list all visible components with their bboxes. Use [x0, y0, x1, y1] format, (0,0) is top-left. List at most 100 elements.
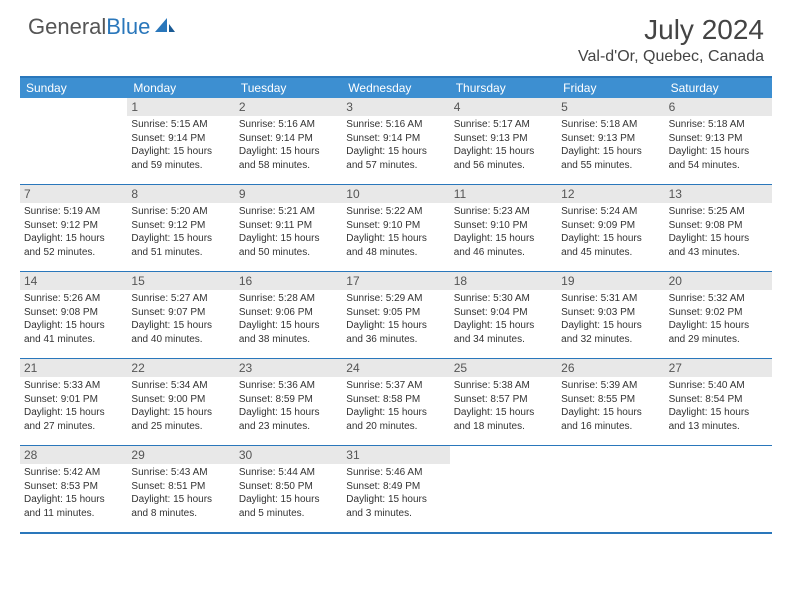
sunrise-text: Sunrise: 5:27 AM [131, 292, 230, 306]
sunset-text: Sunset: 8:59 PM [239, 393, 338, 407]
sunrise-text: Sunrise: 5:16 AM [239, 118, 338, 132]
sunrise-text: Sunrise: 5:39 AM [561, 379, 660, 393]
sunrise-text: Sunrise: 5:29 AM [346, 292, 445, 306]
day-number: 18 [450, 272, 557, 290]
daylight-text: Daylight: 15 hours and 25 minutes. [131, 406, 230, 433]
day-number: 4 [450, 98, 557, 116]
daylight-text: Daylight: 15 hours and 34 minutes. [454, 319, 553, 346]
sunrise-text: Sunrise: 5:30 AM [454, 292, 553, 306]
daylight-text: Daylight: 15 hours and 11 minutes. [24, 493, 123, 520]
calendar-cell: 22Sunrise: 5:34 AMSunset: 9:00 PMDayligh… [127, 359, 234, 445]
daylight-text: Daylight: 15 hours and 46 minutes. [454, 232, 553, 259]
day-number: 3 [342, 98, 449, 116]
day-header-cell: Sunday [20, 78, 127, 98]
sunrise-text: Sunrise: 5:38 AM [454, 379, 553, 393]
daylight-text: Daylight: 15 hours and 5 minutes. [239, 493, 338, 520]
daylight-text: Daylight: 15 hours and 13 minutes. [669, 406, 768, 433]
sunset-text: Sunset: 9:13 PM [561, 132, 660, 146]
daylight-text: Daylight: 15 hours and 23 minutes. [239, 406, 338, 433]
calendar-week: 28Sunrise: 5:42 AMSunset: 8:53 PMDayligh… [20, 446, 772, 534]
sunrise-text: Sunrise: 5:33 AM [24, 379, 123, 393]
sunrise-text: Sunrise: 5:42 AM [24, 466, 123, 480]
calendar-cell: 7Sunrise: 5:19 AMSunset: 9:12 PMDaylight… [20, 185, 127, 271]
daylight-text: Daylight: 15 hours and 57 minutes. [346, 145, 445, 172]
calendar-cell: 5Sunrise: 5:18 AMSunset: 9:13 PMDaylight… [557, 98, 664, 184]
daylight-text: Daylight: 15 hours and 27 minutes. [24, 406, 123, 433]
calendar-cell: 24Sunrise: 5:37 AMSunset: 8:58 PMDayligh… [342, 359, 449, 445]
day-number: 16 [235, 272, 342, 290]
sunrise-text: Sunrise: 5:18 AM [561, 118, 660, 132]
day-header-row: Sunday Monday Tuesday Wednesday Thursday… [20, 78, 772, 98]
daylight-text: Daylight: 15 hours and 20 minutes. [346, 406, 445, 433]
calendar-cell: 27Sunrise: 5:40 AMSunset: 8:54 PMDayligh… [665, 359, 772, 445]
day-header-cell: Thursday [450, 78, 557, 98]
sunrise-text: Sunrise: 5:46 AM [346, 466, 445, 480]
calendar-cell: 15Sunrise: 5:27 AMSunset: 9:07 PMDayligh… [127, 272, 234, 358]
day-number: 20 [665, 272, 772, 290]
calendar-cell: 6Sunrise: 5:18 AMSunset: 9:13 PMDaylight… [665, 98, 772, 184]
sunrise-text: Sunrise: 5:15 AM [131, 118, 230, 132]
day-number [450, 446, 557, 448]
daylight-text: Daylight: 15 hours and 48 minutes. [346, 232, 445, 259]
calendar-cell [557, 446, 664, 532]
day-number: 17 [342, 272, 449, 290]
calendar-cell: 14Sunrise: 5:26 AMSunset: 9:08 PMDayligh… [20, 272, 127, 358]
month-title: July 2024 [578, 14, 764, 46]
calendar-cell: 2Sunrise: 5:16 AMSunset: 9:14 PMDaylight… [235, 98, 342, 184]
daylight-text: Daylight: 15 hours and 51 minutes. [131, 232, 230, 259]
calendar-cell: 3Sunrise: 5:16 AMSunset: 9:14 PMDaylight… [342, 98, 449, 184]
day-header-cell: Saturday [665, 78, 772, 98]
day-number: 21 [20, 359, 127, 377]
sunset-text: Sunset: 9:12 PM [24, 219, 123, 233]
daylight-text: Daylight: 15 hours and 32 minutes. [561, 319, 660, 346]
sunset-text: Sunset: 9:08 PM [24, 306, 123, 320]
daylight-text: Daylight: 15 hours and 38 minutes. [239, 319, 338, 346]
day-number: 23 [235, 359, 342, 377]
day-number: 22 [127, 359, 234, 377]
daylight-text: Daylight: 15 hours and 29 minutes. [669, 319, 768, 346]
calendar-cell: 13Sunrise: 5:25 AMSunset: 9:08 PMDayligh… [665, 185, 772, 271]
calendar-cell: 19Sunrise: 5:31 AMSunset: 9:03 PMDayligh… [557, 272, 664, 358]
sunset-text: Sunset: 8:50 PM [239, 480, 338, 494]
daylight-text: Daylight: 15 hours and 56 minutes. [454, 145, 553, 172]
sunset-text: Sunset: 9:06 PM [239, 306, 338, 320]
sunrise-text: Sunrise: 5:44 AM [239, 466, 338, 480]
calendar-cell: 29Sunrise: 5:43 AMSunset: 8:51 PMDayligh… [127, 446, 234, 532]
daylight-text: Daylight: 15 hours and 16 minutes. [561, 406, 660, 433]
calendar-cell [665, 446, 772, 532]
sunrise-text: Sunrise: 5:36 AM [239, 379, 338, 393]
day-number: 30 [235, 446, 342, 464]
sunrise-text: Sunrise: 5:21 AM [239, 205, 338, 219]
sunset-text: Sunset: 8:55 PM [561, 393, 660, 407]
calendar-week: 7Sunrise: 5:19 AMSunset: 9:12 PMDaylight… [20, 185, 772, 272]
day-number: 9 [235, 185, 342, 203]
day-number: 26 [557, 359, 664, 377]
sunrise-text: Sunrise: 5:22 AM [346, 205, 445, 219]
daylight-text: Daylight: 15 hours and 59 minutes. [131, 145, 230, 172]
sunset-text: Sunset: 8:57 PM [454, 393, 553, 407]
sail-icon [153, 14, 177, 40]
daylight-text: Daylight: 15 hours and 50 minutes. [239, 232, 338, 259]
calendar-cell: 12Sunrise: 5:24 AMSunset: 9:09 PMDayligh… [557, 185, 664, 271]
day-number: 10 [342, 185, 449, 203]
sunset-text: Sunset: 9:08 PM [669, 219, 768, 233]
calendar-cell: 1Sunrise: 5:15 AMSunset: 9:14 PMDaylight… [127, 98, 234, 184]
daylight-text: Daylight: 15 hours and 8 minutes. [131, 493, 230, 520]
day-number: 12 [557, 185, 664, 203]
calendar-cell: 23 Sunrise: 5:36 AMSunset: 8:59 PMDayligh… [235, 359, 342, 445]
title-block: July 2024 Val-d'Or, Quebec, Canada [578, 14, 764, 66]
sunrise-text: Sunrise: 5:25 AM [669, 205, 768, 219]
day-number: 24 [342, 359, 449, 377]
brand-part2: Blue [106, 14, 150, 40]
day-number: 5 [557, 98, 664, 116]
daylight-text: Daylight: 15 hours and 3 minutes. [346, 493, 445, 520]
sunrise-text: Sunrise: 5:40 AM [669, 379, 768, 393]
day-number: 25 [450, 359, 557, 377]
calendar-cell [450, 446, 557, 532]
daylight-text: Daylight: 15 hours and 43 minutes. [669, 232, 768, 259]
calendar-cell: 18Sunrise: 5:30 AMSunset: 9:04 PMDayligh… [450, 272, 557, 358]
calendar-cell: 20Sunrise: 5:32 AMSunset: 9:02 PMDayligh… [665, 272, 772, 358]
calendar-week: 14Sunrise: 5:26 AMSunset: 9:08 PMDayligh… [20, 272, 772, 359]
sunrise-text: Sunrise: 5:32 AM [669, 292, 768, 306]
sunrise-text: Sunrise: 5:34 AM [131, 379, 230, 393]
